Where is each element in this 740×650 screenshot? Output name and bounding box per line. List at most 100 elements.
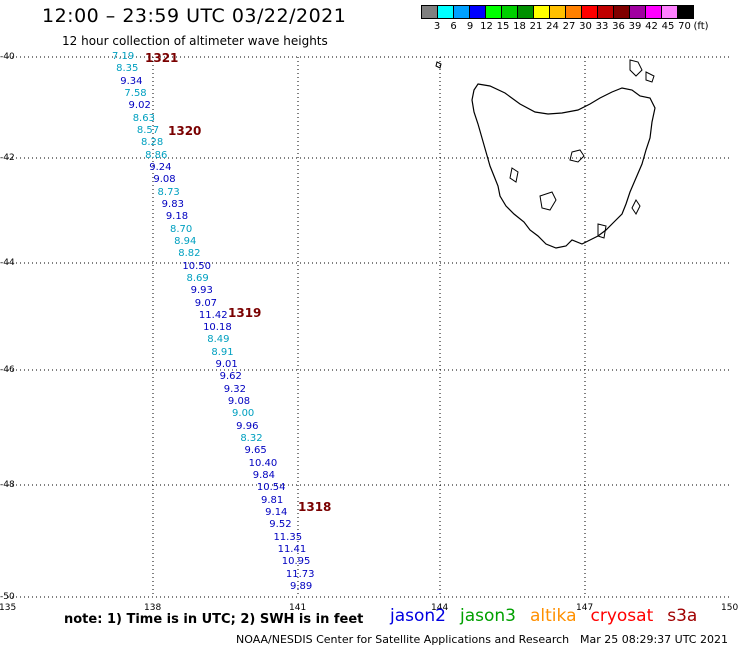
wave-height-value: 8.91 xyxy=(211,346,234,358)
wave-height-value: 10.95 xyxy=(281,556,311,568)
wave-height-value: 9.83 xyxy=(161,198,184,210)
wave-height-value: 9.08 xyxy=(227,396,251,408)
legend-label: 6 xyxy=(450,21,457,32)
wave-height-value: 8.49 xyxy=(207,334,230,346)
wave-height-value: 7.58 xyxy=(124,87,147,99)
legend-label: 24 xyxy=(546,21,559,32)
lon-label: 141 xyxy=(289,603,307,613)
wave-height-value: 8.82 xyxy=(178,248,201,260)
generated-timestamp: Mar 25 08:29:37 UTC 2021 xyxy=(580,633,728,646)
legend-label: (ft) xyxy=(693,21,709,32)
wave-height-value: 10.54 xyxy=(256,482,286,494)
wave-height-value: 9.52 xyxy=(269,519,292,531)
wave-height-value: 8.70 xyxy=(169,223,193,235)
wave-height-value: 11.35 xyxy=(273,531,303,543)
wave-height-value: 8.35 xyxy=(116,63,139,75)
island-bruny xyxy=(597,223,607,239)
lat-label: -40 xyxy=(0,52,15,62)
wave-height-value: 9.34 xyxy=(120,75,143,87)
satellite-label: jason2 xyxy=(390,606,446,626)
wave-height-value: 9.02 xyxy=(128,100,151,112)
wave-height-value: 10.50 xyxy=(182,260,211,272)
pass-label: 1318 xyxy=(298,500,332,514)
legend-label: 18 xyxy=(513,21,526,32)
lat-label: -44 xyxy=(0,258,15,268)
footer-note: note: 1) Time is in UTC; 2) SWH is in fe… xyxy=(64,612,364,627)
wave-height-value: 8.69 xyxy=(186,272,209,284)
legend-label: 36 xyxy=(612,21,625,32)
wave-height-value: 11.41 xyxy=(277,544,307,556)
lon-label: 144 xyxy=(431,603,449,613)
lat-label: -50 xyxy=(0,592,15,602)
legend-label: 39 xyxy=(628,21,642,32)
legend-label: 9 xyxy=(466,21,474,32)
wave-height-value: 9.32 xyxy=(223,383,247,395)
grid-lines xyxy=(8,56,730,598)
wave-height-value: 9.62 xyxy=(219,371,242,383)
satellite-label: cryosat xyxy=(590,606,654,626)
wave-height-value: 9.93 xyxy=(190,285,213,297)
wave-height-value: 7.19 xyxy=(112,51,135,62)
island-flinders-1 xyxy=(629,59,643,77)
wave-height-value: 9.96 xyxy=(236,420,259,432)
satellite-label: s3a xyxy=(667,606,698,626)
legend-label: 3 xyxy=(433,21,441,32)
legend-label: 21 xyxy=(529,21,543,32)
wave-height-value: 8.28 xyxy=(140,137,164,149)
tasmania-coastline xyxy=(471,83,656,249)
wave-height-value: 9.81 xyxy=(261,494,284,506)
legend-label: 27 xyxy=(562,21,576,32)
wave-height-value: 10.40 xyxy=(248,457,278,469)
satellite-label: altika xyxy=(530,606,577,626)
wave-height-value: 9.65 xyxy=(244,445,267,457)
wave-height-value: 9.84 xyxy=(252,470,275,482)
wave-height-value: 8.94 xyxy=(174,235,197,247)
satellite-legend: jason2 jason3 altika cryosat s3a xyxy=(390,606,711,626)
legend-label: 15 xyxy=(496,21,510,32)
wave-height-value: 9.07 xyxy=(194,297,218,309)
page-subtitle: 12 hour collection of altimeter wave hei… xyxy=(62,34,328,48)
wave-height-value: 10.18 xyxy=(203,322,232,334)
page-title: 12:00 – 23:59 UTC 03/22/2021 xyxy=(42,5,347,27)
legend-label: 30 xyxy=(579,21,592,32)
credit-text: NOAA/NESDIS Center for Satellite Applica… xyxy=(236,633,570,646)
legend-swatch xyxy=(677,5,694,19)
wave-height-value: 8.57 xyxy=(136,124,160,136)
wave-height-value: 8.73 xyxy=(157,186,180,198)
wave-height-value: 9.08 xyxy=(153,174,176,186)
wave-height-value: 9.89 xyxy=(290,581,313,592)
pass-label: 1321 xyxy=(145,51,179,65)
legend-label: 70 xyxy=(678,21,691,32)
wave-height-value: 9.00 xyxy=(232,408,255,420)
legend-label: 42 xyxy=(645,21,658,32)
color-legend-labels: 3 6 9 12 15 18 21 24 27 30 33 36 39 42 45 70 (ft) xyxy=(421,21,740,35)
island-king xyxy=(435,61,442,69)
legend-label: 45 xyxy=(661,21,675,32)
wave-height-value: 9.01 xyxy=(215,359,238,371)
tasmania-lake-1 xyxy=(569,149,585,163)
wave-height-value: 8.63 xyxy=(132,112,155,124)
lon-label: 150 xyxy=(721,603,739,613)
lon-label: 147 xyxy=(576,603,594,613)
wave-height-value: 11.73 xyxy=(285,568,315,580)
pass-label: 1320 xyxy=(168,124,202,138)
satellite-label: jason3 xyxy=(460,606,516,626)
wave-height-value: 11.42 xyxy=(198,309,228,321)
wave-height-value: 8.86 xyxy=(145,149,168,161)
tasmania-lake-3 xyxy=(509,167,519,183)
lon-label: 138 xyxy=(144,603,162,613)
wave-height-value: 9.14 xyxy=(265,507,288,519)
wave-height-value: 8.32 xyxy=(240,433,263,445)
legend-label: 33 xyxy=(595,21,609,32)
tasmania-lake-2 xyxy=(539,191,557,211)
legend-label: 12 xyxy=(480,21,493,32)
island-flinders-2 xyxy=(645,71,655,83)
lon-label: 135 xyxy=(0,603,17,613)
island-maria xyxy=(631,199,641,215)
lat-label: -48 xyxy=(0,480,15,490)
wave-height-value: 9.24 xyxy=(149,161,172,173)
lat-label: -42 xyxy=(0,153,15,163)
wave-height-value: 9.18 xyxy=(165,211,189,223)
